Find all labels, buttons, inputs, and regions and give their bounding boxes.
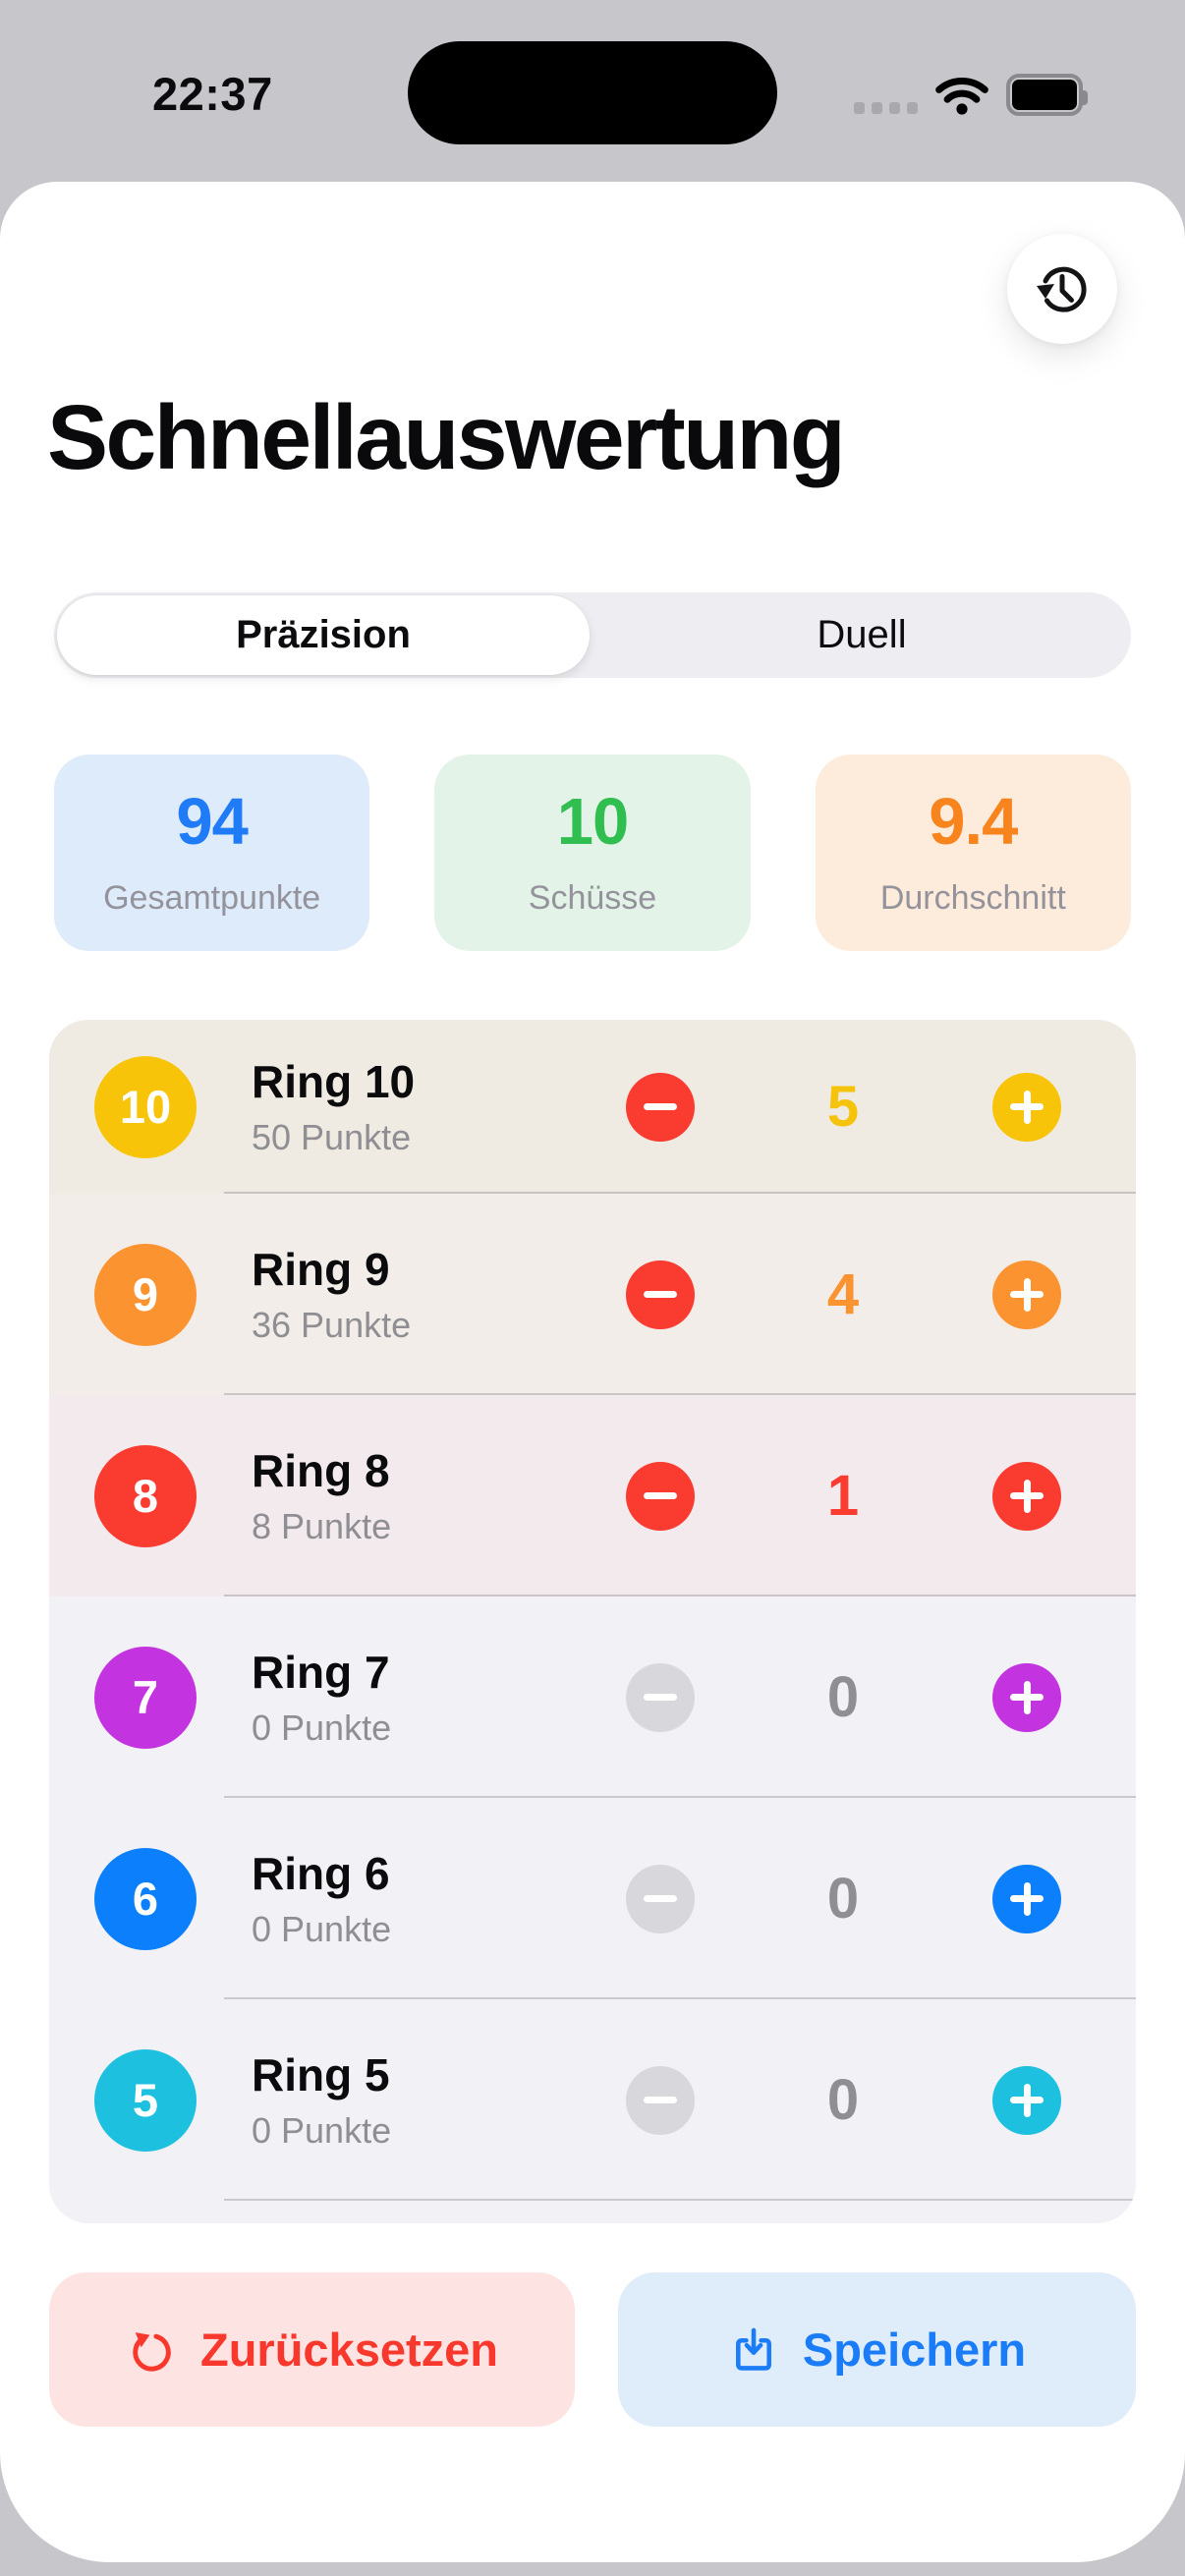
ring-10-points: 50 Punkte	[252, 1117, 412, 1157]
save-button[interactable]: Speichern	[618, 2272, 1136, 2427]
ring-row-9: 9 Ring 9 36 Punkte 4	[49, 1194, 1136, 1395]
reset-button[interactable]: Zurücksetzen	[49, 2272, 575, 2427]
next-row-peek	[49, 2201, 1136, 2217]
cellular-signal-icon	[854, 102, 918, 114]
dynamic-island	[408, 41, 777, 144]
ring-8-plus-button[interactable]	[992, 1461, 1061, 1531]
ring-6-minus-button[interactable]	[626, 1864, 695, 1933]
ring-10-label: Ring 10	[252, 1056, 416, 1107]
ring-9-points: 36 Punkte	[252, 1305, 412, 1345]
stat-label-average: Durchschnitt	[879, 879, 1066, 917]
ring-9-count: 4	[826, 1262, 860, 1326]
minus-icon	[644, 1291, 677, 1298]
ring-7-count: 0	[826, 1665, 860, 1729]
minus-icon	[644, 1492, 677, 1499]
stat-value-average: 9.4	[929, 785, 1018, 859]
ring-6-badge: 6	[94, 1847, 197, 1950]
ring-5-points: 0 Punkte	[252, 2110, 392, 2151]
minus-icon	[644, 1694, 677, 1701]
ring-10-minus-button[interactable]	[626, 1072, 695, 1142]
ring-row-6: 6 Ring 6 0 Punkte 0	[49, 1798, 1136, 1999]
stat-card-average: 9.4 Durchschnitt	[815, 755, 1131, 951]
ring-6-plus-button[interactable]	[992, 1864, 1061, 1933]
ring-7-points: 0 Punkte	[252, 1708, 392, 1748]
ring-9-minus-button[interactable]	[626, 1260, 695, 1329]
tab-duell[interactable]: Duell	[592, 592, 1131, 678]
battery-icon	[1006, 74, 1088, 116]
stat-value-shots: 10	[556, 785, 630, 859]
ring-row-7: 7 Ring 7 0 Punkte 0	[49, 1596, 1136, 1798]
ring-9-label: Ring 9	[252, 1244, 390, 1295]
app-sheet: Schnellauswertung Präzision Duell 94 Ges…	[0, 182, 1185, 2562]
ring-list: 10 Ring 10 50 Punkte 5 9 Ring 9 36 Punkt…	[49, 1020, 1136, 2223]
stat-value-total: 94	[176, 785, 249, 859]
ring-5-count: 0	[826, 2068, 860, 2132]
history-clock-icon	[1037, 266, 1087, 312]
page-title: Schnellauswertung	[47, 386, 846, 488]
ring-10-count: 5	[826, 1075, 860, 1139]
ring-6-points: 0 Punkte	[252, 1909, 392, 1949]
history-button[interactable]	[1007, 234, 1117, 344]
ring-row-5: 5 Ring 5 0 Punkte 0	[49, 1999, 1136, 2201]
status-time: 22:37	[152, 68, 273, 120]
save-label: Speichern	[802, 2324, 1027, 2376]
minus-icon	[644, 1895, 677, 1902]
save-download-icon	[735, 2327, 771, 2371]
stat-label-shots: Schüsse	[528, 879, 657, 917]
ring-5-minus-button[interactable]	[626, 2065, 695, 2135]
segmented-selected-pill	[57, 595, 590, 675]
stat-card-shots: 10 Schüsse	[434, 755, 751, 951]
ring-10-badge: 10	[94, 1055, 197, 1158]
segmented-control: Präzision Duell	[54, 592, 1131, 678]
ring-7-minus-button[interactable]	[626, 1662, 695, 1732]
ring-5-badge: 5	[94, 2048, 197, 2152]
reset-arrow-icon	[133, 2331, 171, 2372]
stat-label-total: Gesamtpunkte	[103, 879, 321, 917]
bottom-actions: Zurücksetzen Speichern	[49, 2272, 1136, 2427]
ring-8-points: 8 Punkte	[252, 1506, 392, 1546]
status-icons	[854, 73, 1088, 116]
ring-8-count: 1	[826, 1464, 860, 1528]
stats-row: 94 Gesamtpunkte 10 Schüsse 9.4 Durchschn…	[54, 755, 1131, 951]
ring-6-label: Ring 6	[252, 1848, 390, 1899]
minus-icon	[644, 1103, 677, 1110]
ring-5-label: Ring 5	[252, 2049, 390, 2100]
stat-card-total: 94 Gesamtpunkte	[54, 755, 370, 951]
ring-8-label: Ring 8	[252, 1445, 390, 1496]
ring-9-badge: 9	[94, 1243, 197, 1346]
ring-10-plus-button[interactable]	[992, 1072, 1061, 1142]
ring-row-10: 10 Ring 10 50 Punkte 5	[49, 1020, 1136, 1194]
ring-7-plus-button[interactable]	[992, 1662, 1061, 1732]
ring-8-minus-button[interactable]	[626, 1461, 695, 1531]
ring-8-badge: 8	[94, 1444, 197, 1547]
ring-7-label: Ring 7	[252, 1647, 390, 1698]
ring-7-badge: 7	[94, 1646, 197, 1749]
ring-9-plus-button[interactable]	[992, 1260, 1061, 1329]
ring-6-count: 0	[826, 1867, 860, 1931]
ring-5-plus-button[interactable]	[992, 2065, 1061, 2135]
minus-icon	[644, 2097, 677, 2103]
ring-row-8: 8 Ring 8 8 Punkte 1	[49, 1395, 1136, 1596]
wifi-icon	[935, 78, 988, 115]
reset-label: Zurücksetzen	[200, 2324, 498, 2376]
tab-praezision[interactable]: Präzision	[54, 592, 592, 678]
